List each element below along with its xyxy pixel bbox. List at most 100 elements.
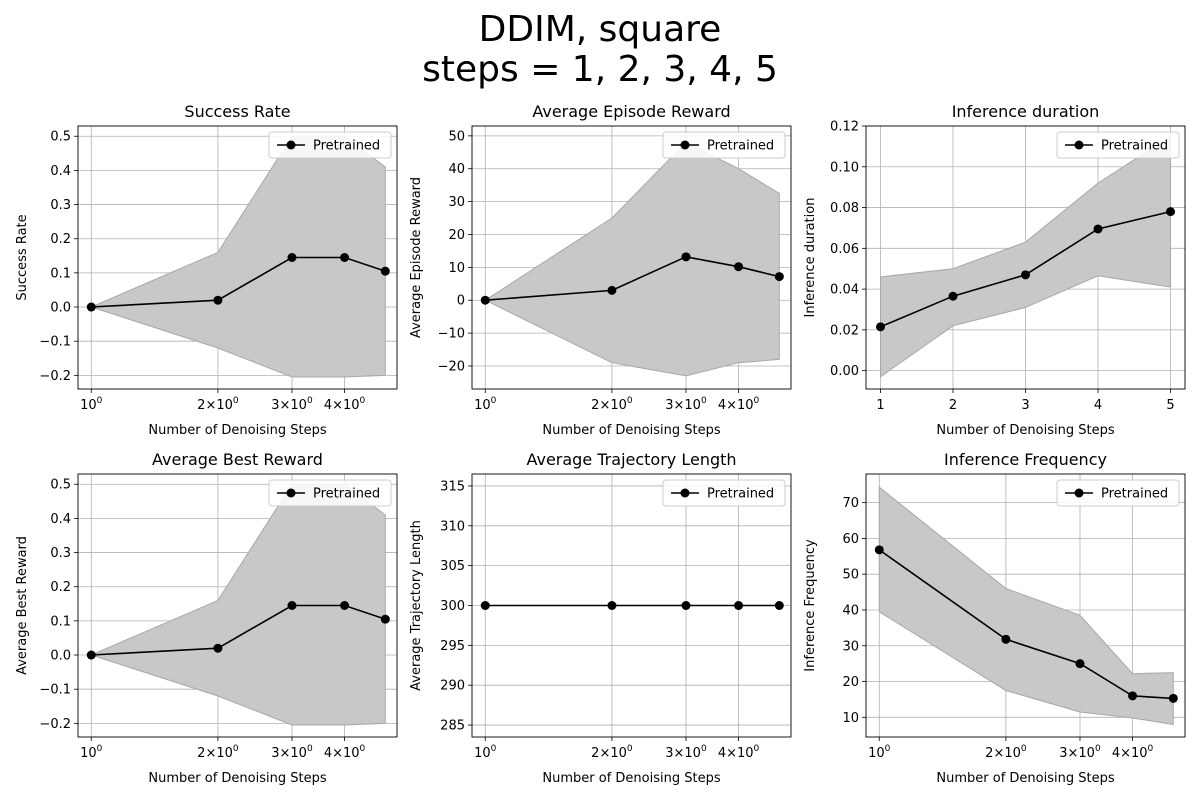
plot5-legend-box bbox=[662, 479, 786, 507]
plot2-point-1 bbox=[480, 295, 490, 305]
plot6-y-tick-label-2: 20 bbox=[842, 675, 859, 690]
plot4-x-axis-label: Number of Denoising Steps bbox=[148, 771, 326, 786]
plot4-legend-box bbox=[268, 479, 392, 507]
plot4-y-tick-label-3: 0.0 bbox=[50, 649, 71, 664]
plot5: 285 290 295 300 305 310 315 100 2×100 3×100 4×100 A… bbox=[409, 450, 792, 786]
plot5-point-5 bbox=[774, 601, 784, 610]
plot2-title: Average Episode Reward bbox=[532, 102, 730, 121]
plot1-legend-label: Pretrained bbox=[313, 139, 380, 154]
plot2-x-tick-label-1: 100 bbox=[474, 396, 497, 413]
plot3-y-tick-label-2: 0.02 bbox=[830, 323, 859, 338]
plot1-x-tick-label-1: 100 bbox=[80, 396, 103, 413]
plot3-y-tick-label-3: 0.04 bbox=[830, 283, 859, 298]
plot3-y-tick-label-5: 0.08 bbox=[830, 201, 859, 216]
plot4-y-axis-label: Average Best Reward bbox=[15, 536, 30, 675]
plot3-y-tick-label-4: 0.06 bbox=[830, 242, 859, 257]
plot2-y-tick-label-6: 30 bbox=[448, 195, 465, 210]
figure-title-line-2: steps = 1, 2, 3, 4, 5 bbox=[422, 49, 778, 90]
plot5-y-axis-label: Average Trajectory Length bbox=[409, 520, 424, 691]
plot6-y-tick-label-1: 10 bbox=[842, 711, 859, 726]
plot2-y-tick-label-2: −10 bbox=[438, 327, 465, 342]
plot1-x-axis-label: Number of Denoising Steps bbox=[148, 423, 326, 438]
plot6-legend-label: Pretrained bbox=[1101, 487, 1168, 502]
plot6-legend: Pretrained bbox=[1056, 479, 1180, 507]
plot6-point-3 bbox=[1075, 659, 1085, 669]
plot5-y-tick-label-7: 315 bbox=[440, 479, 465, 494]
plot3-point-1 bbox=[876, 322, 885, 332]
plot6-y-tick-label-3: 30 bbox=[842, 639, 859, 654]
plot3-x-tick-label-4: 4 bbox=[1094, 398, 1102, 413]
plot6-x-tick-label-1: 100 bbox=[868, 744, 891, 761]
plot3-point-5 bbox=[1166, 207, 1175, 217]
plot3-x-tick-label-2: 2 bbox=[949, 398, 957, 413]
plot4-x-tick-label-3: 3×100 bbox=[271, 744, 313, 761]
plot4-point-5 bbox=[380, 614, 390, 624]
plot1-y-tick-label-5: 0.2 bbox=[50, 232, 71, 247]
plot5-x-tick-label-3: 3×100 bbox=[665, 744, 707, 761]
plot3-x-tick-label-5: 5 bbox=[1166, 398, 1174, 413]
plot6-legend-box bbox=[1056, 479, 1180, 507]
plot5-x-tick-label-4: 4×100 bbox=[718, 744, 760, 761]
plot4-point-3 bbox=[287, 601, 297, 610]
plot1: −0.2 −0.1 0.0 0.1 0.2 0.3 0.4 0.5 100 2×100 3×100 4… bbox=[15, 102, 398, 438]
plot2-legend-label: Pretrained bbox=[707, 139, 774, 154]
plot1-y-tick-label-4: 0.1 bbox=[50, 266, 71, 281]
plot6-confidence-band bbox=[878, 486, 1174, 726]
plot6-point-2 bbox=[1001, 634, 1011, 644]
plot4-y-tick-label-2: −0.1 bbox=[39, 683, 71, 698]
plot5-legend: Pretrained bbox=[662, 479, 786, 507]
plot6-y-tick-label-4: 40 bbox=[842, 603, 859, 618]
plot4-legend: Pretrained bbox=[268, 479, 392, 507]
plot2-point-2 bbox=[607, 285, 617, 295]
plot4-y-tick-label-7: 0.4 bbox=[50, 512, 71, 527]
plot1-y-tick-label-2: −0.1 bbox=[39, 335, 71, 350]
plot3-title: Inference duration bbox=[952, 102, 1100, 121]
plot3-y-tick-label-7: 0.12 bbox=[830, 120, 859, 135]
plot2-axes-frame bbox=[471, 125, 792, 390]
plot2-legend-box bbox=[662, 131, 786, 159]
plot3-legend-marker-icon bbox=[1074, 140, 1084, 150]
plot1-x-tick-label-2: 2×100 bbox=[197, 396, 239, 413]
plot2-y-axis-label: Average Episode Reward bbox=[409, 177, 424, 338]
plot6-y-axis-label: Inference Frequency bbox=[803, 539, 818, 672]
plot3-legend-label: Pretrained bbox=[1101, 139, 1168, 154]
plot4-axes-frame bbox=[77, 473, 398, 738]
plot5-y-tick-label-3: 295 bbox=[440, 639, 465, 654]
plot5-y-tick-label-1: 285 bbox=[440, 719, 465, 734]
plot3-x-tick-label-3: 3 bbox=[1021, 398, 1029, 413]
plot4-y-tick-label-4: 0.1 bbox=[50, 614, 71, 629]
plot2-point-5 bbox=[774, 272, 784, 282]
plot3-x-tick-label-1: 1 bbox=[876, 398, 884, 413]
plot5-legend-marker-icon bbox=[680, 488, 690, 498]
plot1-y-tick-label-1: −0.2 bbox=[39, 369, 71, 384]
plot4-legend-label: Pretrained bbox=[313, 487, 380, 502]
plot3: 0.00 0.02 0.04 0.06 0.08 0.10 0.12 1 2 3 4 5 Inferen… bbox=[803, 102, 1186, 438]
plot4-x-tick-label-2: 2×100 bbox=[197, 744, 239, 761]
plot3-point-2 bbox=[948, 291, 958, 301]
plot2-legend-marker-icon bbox=[680, 140, 690, 150]
plot4-point-2 bbox=[213, 643, 223, 653]
plot2-legend: Pretrained bbox=[662, 131, 786, 159]
plot1-point-5 bbox=[380, 266, 390, 276]
plot6-y-tick-label-5: 50 bbox=[842, 568, 859, 583]
plot6-y-tick-label-7: 70 bbox=[842, 496, 859, 511]
plot3-legend: Pretrained bbox=[1056, 131, 1180, 159]
plot1-point-1 bbox=[86, 302, 96, 312]
plot3-y-tick-label-1: 0.00 bbox=[830, 364, 859, 379]
plot5-point-4 bbox=[734, 601, 744, 610]
plot1-y-tick-label-8: 0.5 bbox=[50, 130, 71, 145]
plot3-y-axis-label: Inference duration bbox=[803, 198, 818, 318]
plot2-y-tick-label-1: −20 bbox=[438, 359, 465, 374]
plot4-title: Average Best Reward bbox=[152, 450, 323, 469]
plot4-point-1 bbox=[86, 650, 96, 660]
plot3-point-4 bbox=[1093, 224, 1103, 234]
plot4: −0.2 −0.1 0.0 0.1 0.2 0.3 0.4 0.5 100 2×100 3×100 4… bbox=[15, 450, 398, 786]
plot2: −20 −10 0 10 20 30 40 50 100 2×100 3×100 4×100 Avera… bbox=[409, 102, 792, 438]
plot2-x-tick-label-3: 3×100 bbox=[665, 396, 707, 413]
plot2-y-tick-label-4: 10 bbox=[448, 261, 465, 276]
plot1-legend: Pretrained bbox=[268, 131, 392, 159]
plot4-legend-marker-icon bbox=[286, 488, 296, 498]
plot1-x-tick-label-3: 3×100 bbox=[271, 396, 313, 413]
plot1-point-3 bbox=[287, 253, 297, 262]
plot3-confidence-band bbox=[880, 135, 1171, 378]
